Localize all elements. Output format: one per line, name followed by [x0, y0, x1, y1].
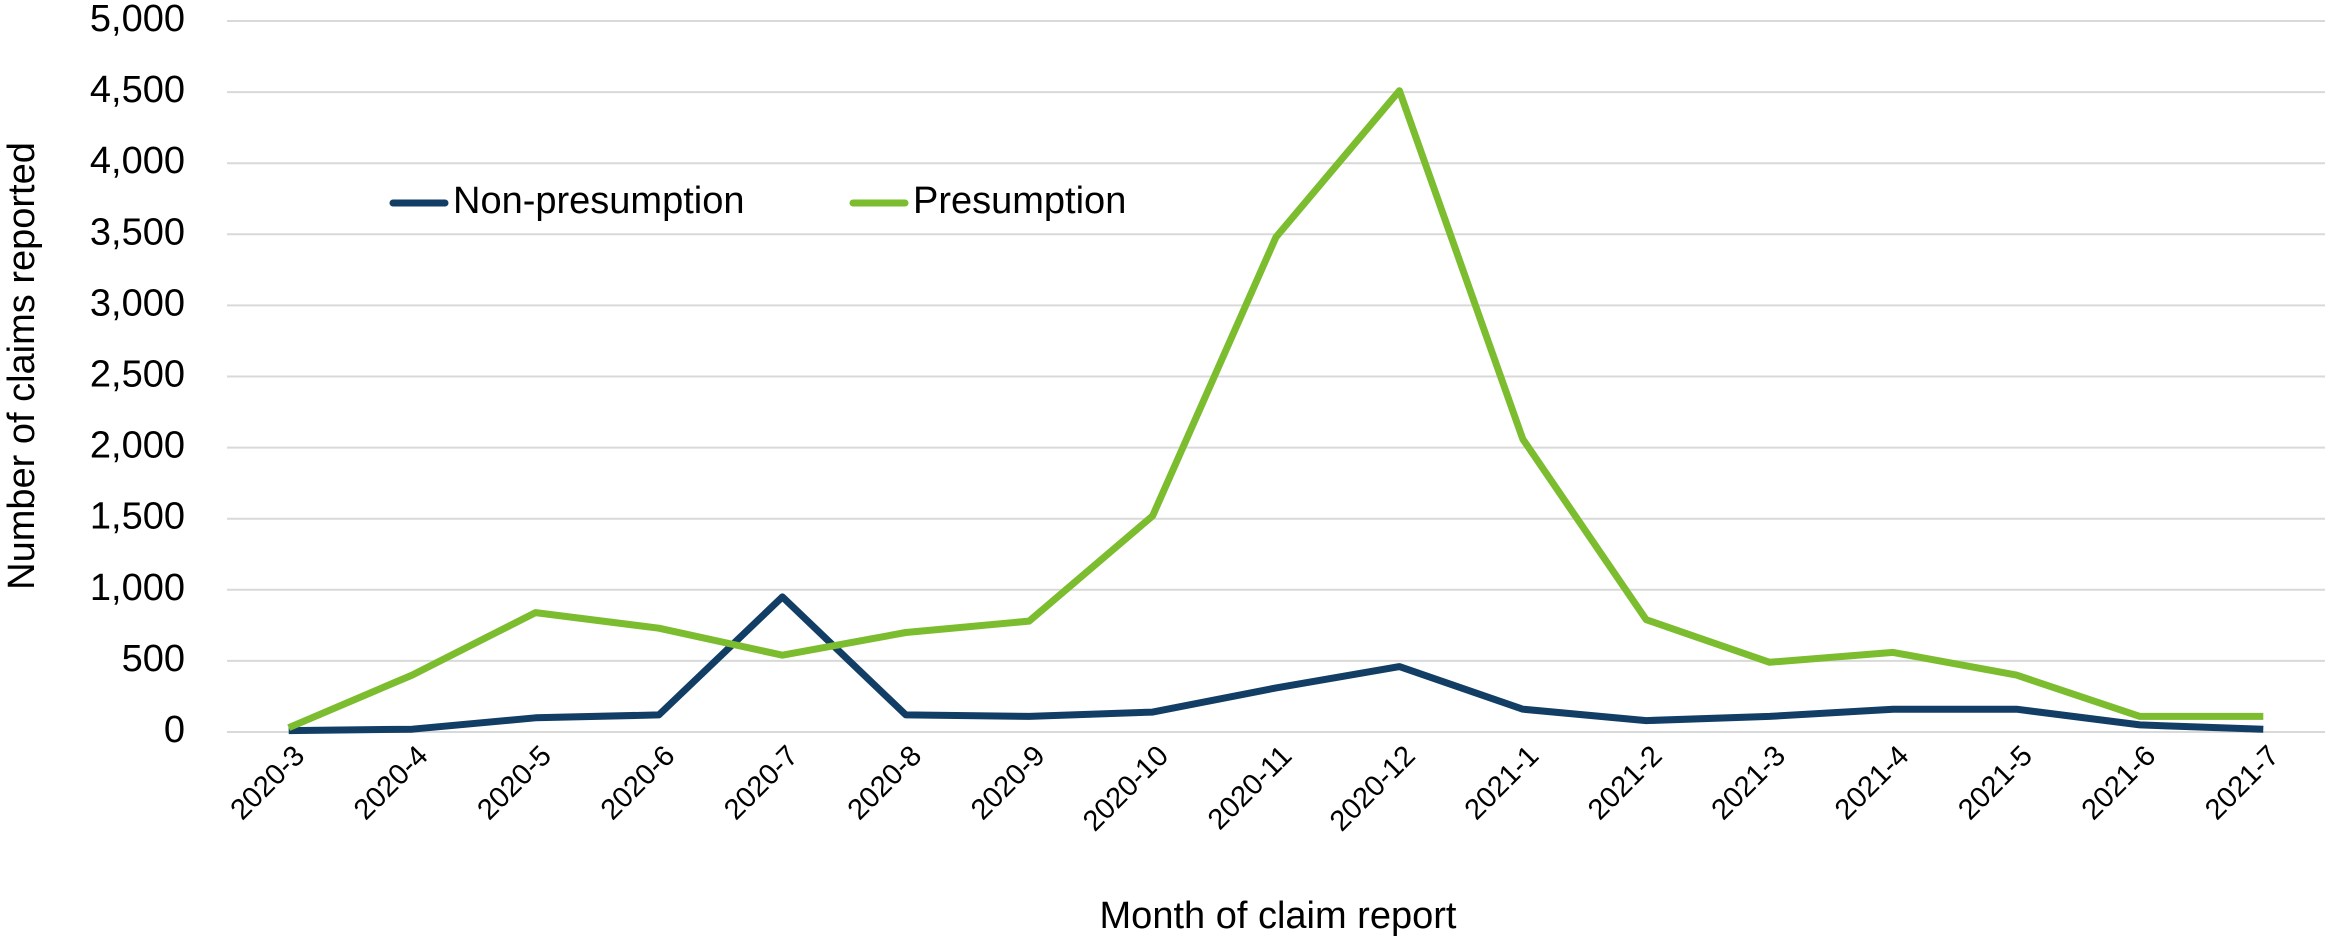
x-tick-label: 2020-4 [348, 740, 434, 826]
x-tick-label: 2020-7 [718, 740, 804, 826]
x-tick-label: 2021-1 [1459, 740, 1545, 826]
x-tick-label: 2021-4 [1829, 740, 1915, 826]
y-tick-label: 500 [122, 638, 185, 680]
x-tick-label: 2021-6 [2076, 740, 2162, 826]
x-tick-label: 2020-3 [225, 740, 311, 826]
y-tick-label: 5,000 [90, 0, 185, 40]
x-tick-label: 2020-9 [965, 740, 1051, 826]
y-tick-label: 1,500 [90, 496, 185, 538]
line-series [287, 87, 2264, 731]
x-tick-label: 2020-12 [1324, 740, 1422, 838]
line-series [288, 593, 2264, 735]
y-tick-label: 0 [164, 709, 185, 751]
y-tick-label: 4,500 [90, 69, 185, 111]
x-tick-label: 2020-10 [1077, 740, 1175, 838]
legend-label: Non-presumption [453, 180, 744, 222]
x-tick-label: 2021-2 [1582, 740, 1668, 826]
y-axis-title: Number of claims reported [1, 142, 43, 590]
x-axis-title: Month of claim report [1100, 895, 1457, 937]
y-tick-label: 2,000 [90, 425, 185, 467]
y-tick-label: 3,000 [90, 282, 185, 324]
x-tick-label: 2021-7 [2199, 740, 2285, 826]
x-tick-label: 2020-8 [842, 740, 928, 826]
y-tick-label: 4,000 [90, 140, 185, 182]
x-tick-label: 2021-5 [1952, 740, 2038, 826]
x-tick-label: 2020-11 [1202, 740, 1298, 836]
x-tick-label: 2020-5 [471, 740, 557, 826]
y-tick-label: 1,000 [90, 567, 185, 609]
y-tick-label: 2,500 [90, 354, 185, 396]
x-tick-label: 2020-6 [595, 740, 681, 826]
y-tick-label: 3,500 [90, 211, 185, 253]
legend-label: Presumption [913, 180, 1126, 222]
x-tick-label: 2021-3 [1706, 740, 1792, 826]
